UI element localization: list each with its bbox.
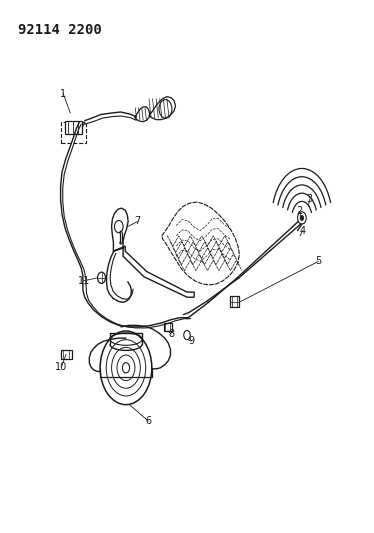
Text: 5: 5 xyxy=(315,256,322,266)
Bar xyxy=(61,350,72,359)
Text: 8: 8 xyxy=(168,329,174,339)
Text: 9: 9 xyxy=(188,336,194,346)
FancyBboxPatch shape xyxy=(65,121,82,134)
Text: 92114 2200: 92114 2200 xyxy=(18,23,102,37)
Text: 4: 4 xyxy=(300,225,306,236)
Text: 11: 11 xyxy=(77,276,90,286)
Text: 7: 7 xyxy=(134,216,141,227)
Bar xyxy=(164,323,172,331)
Text: 1: 1 xyxy=(60,88,66,99)
Text: 10: 10 xyxy=(55,362,67,372)
Circle shape xyxy=(298,212,306,224)
Text: 6: 6 xyxy=(145,416,151,426)
Text: 3: 3 xyxy=(307,194,313,204)
Text: 2: 2 xyxy=(296,206,302,216)
Circle shape xyxy=(122,362,129,373)
Bar xyxy=(230,296,239,308)
Circle shape xyxy=(300,215,304,221)
